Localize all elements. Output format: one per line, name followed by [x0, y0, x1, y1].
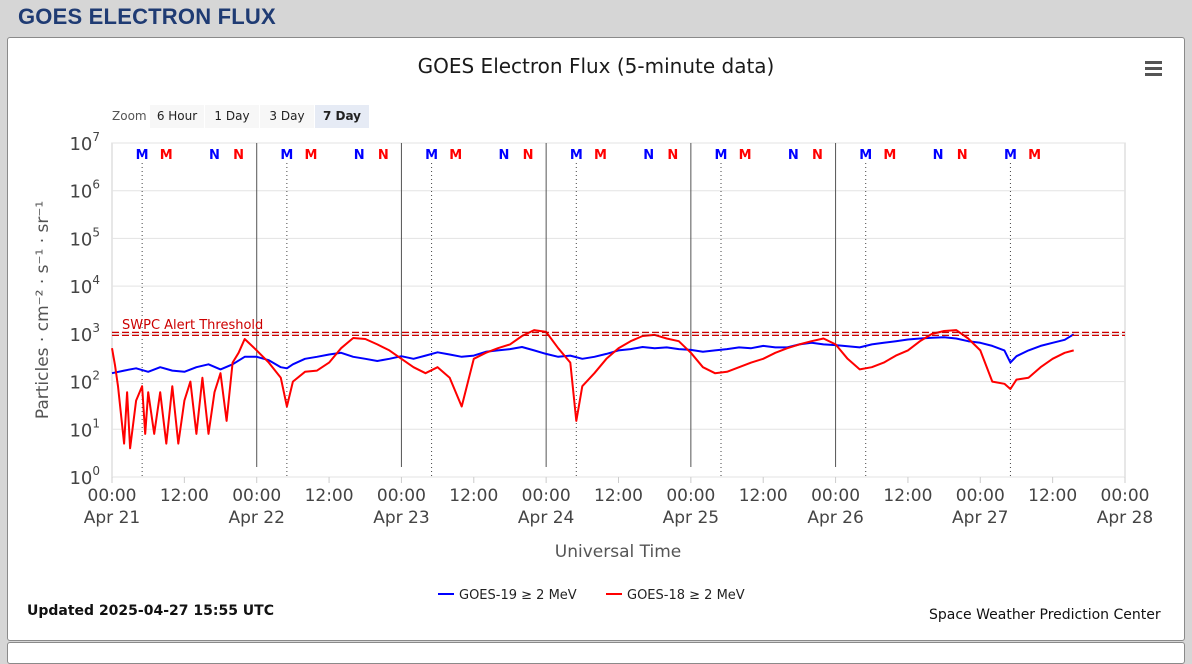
orbit-marker: N [667, 148, 678, 163]
x-tick-date: Apr 25 [663, 508, 719, 528]
x-tick-time: 12:00 [160, 486, 209, 506]
x-tick-time: 00:00 [88, 486, 137, 506]
orbit-marker: M [594, 148, 607, 163]
zoom-3-day-button[interactable]: 3 Day [260, 105, 314, 128]
x-tick-date: Apr 27 [952, 508, 1008, 528]
orbit-marker: M [305, 148, 318, 163]
zoom-7-day-button[interactable]: 7 Day [315, 105, 369, 128]
orbit-marker: N [643, 148, 654, 163]
orbit-marker: M [1028, 148, 1041, 163]
zoom-1-day-button[interactable]: 1 Day [205, 105, 259, 128]
orbit-marker: N [957, 148, 968, 163]
orbit-marker: M [715, 148, 728, 163]
x-tick-date: Apr 26 [807, 508, 863, 528]
x-tick-date: Apr 24 [518, 508, 574, 528]
y-tick-label: 103 [69, 321, 100, 346]
x-tick-date: Apr 28 [1097, 508, 1153, 528]
page-heading: GOES ELECTRON FLUX [18, 4, 276, 29]
orbit-marker: N [523, 148, 534, 163]
orbit-marker: M [883, 148, 896, 163]
orbit-marker: M [449, 148, 462, 163]
y-tick-label: 105 [69, 225, 100, 250]
orbit-marker: N [378, 148, 389, 163]
y-axis-title: Particles · cm⁻² · s⁻¹ · sr⁻¹ [33, 201, 53, 419]
orbit-marker: M [739, 148, 752, 163]
x-tick-time: 12:00 [1028, 486, 1077, 506]
orbit-marker: M [570, 148, 583, 163]
series-line-goes18 [111, 329, 1074, 450]
x-tick-time: 00:00 [522, 486, 571, 506]
chart-title: GOES Electron Flux (5-minute data) [417, 54, 775, 78]
orbit-marker: N [354, 148, 365, 163]
orbit-marker: M [280, 148, 293, 163]
y-tick-label: 101 [69, 416, 100, 441]
plot-border [111, 142, 1126, 478]
orbit-marker: N [498, 148, 509, 163]
x-axis-title: Universal Time [555, 542, 681, 562]
orbit-marker: M [1004, 148, 1017, 163]
orbit-marker: N [788, 148, 799, 163]
orbit-marker: N [233, 148, 244, 163]
orbit-marker: N [209, 148, 220, 163]
x-tick-time: 00:00 [666, 486, 715, 506]
y-tick-label: 104 [69, 273, 100, 298]
orbit-marker: N [933, 148, 944, 163]
orbit-marker: M [425, 148, 438, 163]
orbit-marker: N [812, 148, 823, 163]
legend-item: GOES-18 ≥ 2 MeV [627, 588, 745, 603]
hamburger-menu-icon[interactable] [1145, 61, 1163, 77]
orbit-marker: M [160, 148, 173, 163]
x-tick-time: 00:00 [232, 486, 281, 506]
x-tick-time: 12:00 [449, 486, 498, 506]
credit-text: Space Weather Prediction Center [929, 607, 1161, 623]
x-tick-time: 12:00 [305, 486, 354, 506]
y-tick-label: 106 [69, 178, 100, 203]
threshold-label: SWPC Alert Threshold [122, 318, 263, 333]
x-tick-time: 12:00 [594, 486, 643, 506]
y-tick-label: 102 [69, 369, 100, 394]
chart-panel [7, 37, 1185, 641]
x-tick-time: 00:00 [1101, 486, 1150, 506]
x-tick-time: 00:00 [956, 486, 1005, 506]
orbit-marker: M [859, 148, 872, 163]
x-tick-date: Apr 21 [84, 508, 140, 528]
x-tick-date: Apr 22 [228, 508, 284, 528]
x-tick-time: 12:00 [883, 486, 932, 506]
x-tick-time: 12:00 [739, 486, 788, 506]
legend-item: GOES-19 ≥ 2 MeV [459, 588, 577, 603]
x-tick-date: Apr 23 [373, 508, 429, 528]
y-tick-label: 100 [69, 464, 100, 489]
updated-timestamp: Updated 2025-04-27 15:55 UTC [27, 603, 274, 619]
zoom-label: Zoom [112, 109, 147, 123]
zoom-6-hour-button[interactable]: 6 Hour [150, 105, 204, 128]
x-tick-time: 00:00 [811, 486, 860, 506]
y-tick-label: 107 [69, 130, 100, 155]
x-tick-time: 00:00 [377, 486, 426, 506]
orbit-marker: M [136, 148, 149, 163]
